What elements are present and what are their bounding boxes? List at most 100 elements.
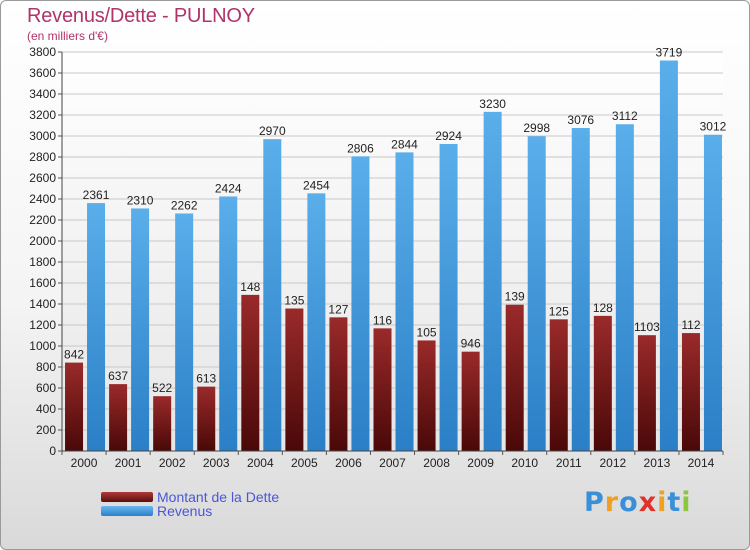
y-tick-label: 3000 [29,129,56,143]
logo-letter: i [681,487,692,518]
data-label-debt: 139 [505,290,525,304]
bar-debt [505,304,524,451]
data-label-revenue: 2424 [215,181,242,195]
y-tick-label: 1600 [29,276,56,290]
logo-letter: t [667,487,682,518]
data-label-debt: 135 [284,294,304,308]
y-tick-label: 200 [36,423,56,437]
y-tick-label: 2600 [29,171,56,185]
bar-revenue [483,111,502,451]
y-tick-label: 1000 [29,339,56,353]
bar-debt [285,308,304,451]
logo-letter: P [584,487,605,518]
x-tick-label: 2009 [467,456,494,470]
bar-debt [329,317,348,451]
bar-debt [549,319,568,451]
data-label-debt: 637 [108,369,128,383]
x-tick-label: 2007 [379,456,406,470]
data-label-debt: 125 [549,304,569,318]
bar-debt [65,362,84,451]
data-label-debt: 127 [328,302,348,316]
legend-label-debt: Montant de la Dette [157,489,280,505]
x-tick-label: 2004 [247,456,274,470]
bar-debt [373,328,392,451]
x-tick-label: 2005 [291,456,318,470]
data-label-revenue: 3719 [656,46,683,60]
bar-revenue [659,60,678,451]
y-tick-label: 3600 [29,66,56,80]
bar-debt [153,396,172,451]
y-tick-label: 1200 [29,318,56,332]
bar-revenue [439,143,458,452]
y-tick-label: 2800 [29,150,56,164]
x-tick-label: 2003 [203,456,230,470]
proxiti-logo: Proxiti [584,487,692,518]
data-label-revenue: 3012 [700,120,727,134]
data-label-revenue: 3076 [567,113,594,127]
x-tick-label: 2008 [423,456,450,470]
data-label-debt: 946 [461,337,481,351]
bar-revenue [615,124,634,452]
x-tick-label: 2013 [644,456,671,470]
bar-revenue [703,134,722,452]
y-tick-label: 1400 [29,297,56,311]
bar-debt [637,335,656,451]
x-tick-label: 2006 [335,456,362,470]
legend-label-revenue: Revenus [157,503,213,519]
logo-letter: o [619,487,639,518]
data-label-revenue: 2361 [83,188,110,202]
data-label-revenue: 2924 [435,129,462,143]
y-tick-label: 2000 [29,234,56,248]
x-tick-label: 2002 [159,456,186,470]
data-label-debt: 522 [152,381,172,395]
y-tick-label: 600 [36,381,56,395]
bar-revenue [219,196,238,451]
bar-revenue [351,156,370,451]
data-label-revenue: 2262 [171,198,198,212]
data-label-debt: 116 [373,313,392,327]
y-tick-label: 0 [49,444,56,458]
bar-revenue [175,213,194,451]
bar-debt [241,294,260,451]
logo-letter: i [657,487,668,518]
x-tick-label: 2000 [71,456,98,470]
legend-swatch-revenue [101,506,153,516]
data-label-revenue: 2806 [347,141,374,155]
data-label-debt: 148 [240,280,260,294]
y-tick-label: 800 [36,360,56,374]
bar-revenue [571,128,590,451]
bar-debt [109,384,128,451]
data-label-debt: 112 [681,318,700,332]
y-tick-label: 2400 [29,192,56,206]
bar-debt [461,351,480,451]
y-tick-label: 1800 [29,255,56,269]
plot-area [62,52,723,451]
y-tick-label: 400 [36,402,56,416]
bar-revenue [395,152,414,451]
x-tick-label: 2012 [599,456,626,470]
data-label-revenue: 2454 [303,178,330,192]
bar-debt [417,340,436,451]
bar-revenue [527,136,546,451]
x-tick-label: 2014 [688,456,715,470]
x-tick-label: 2011 [556,456,582,470]
data-label-revenue: 3230 [479,97,506,111]
bar-revenue [131,208,150,451]
data-label-debt: 105 [417,325,437,339]
bar-debt [197,386,216,451]
data-label-debt: 842 [64,348,84,362]
data-label-revenue: 3112 [612,109,638,123]
bar-debt [593,315,612,451]
x-tick-label: 2001 [115,456,142,470]
bar-debt [681,333,700,451]
chart-subtitle: (en milliers d'€) [27,29,108,43]
logo-letter: x [638,487,658,518]
y-tick-label: 2200 [29,213,56,227]
data-label-debt: 128 [593,301,613,315]
data-label-debt: 613 [196,372,216,386]
data-label-revenue: 2844 [391,137,418,151]
data-label-revenue: 2310 [127,193,154,207]
bar-revenue [87,203,106,451]
